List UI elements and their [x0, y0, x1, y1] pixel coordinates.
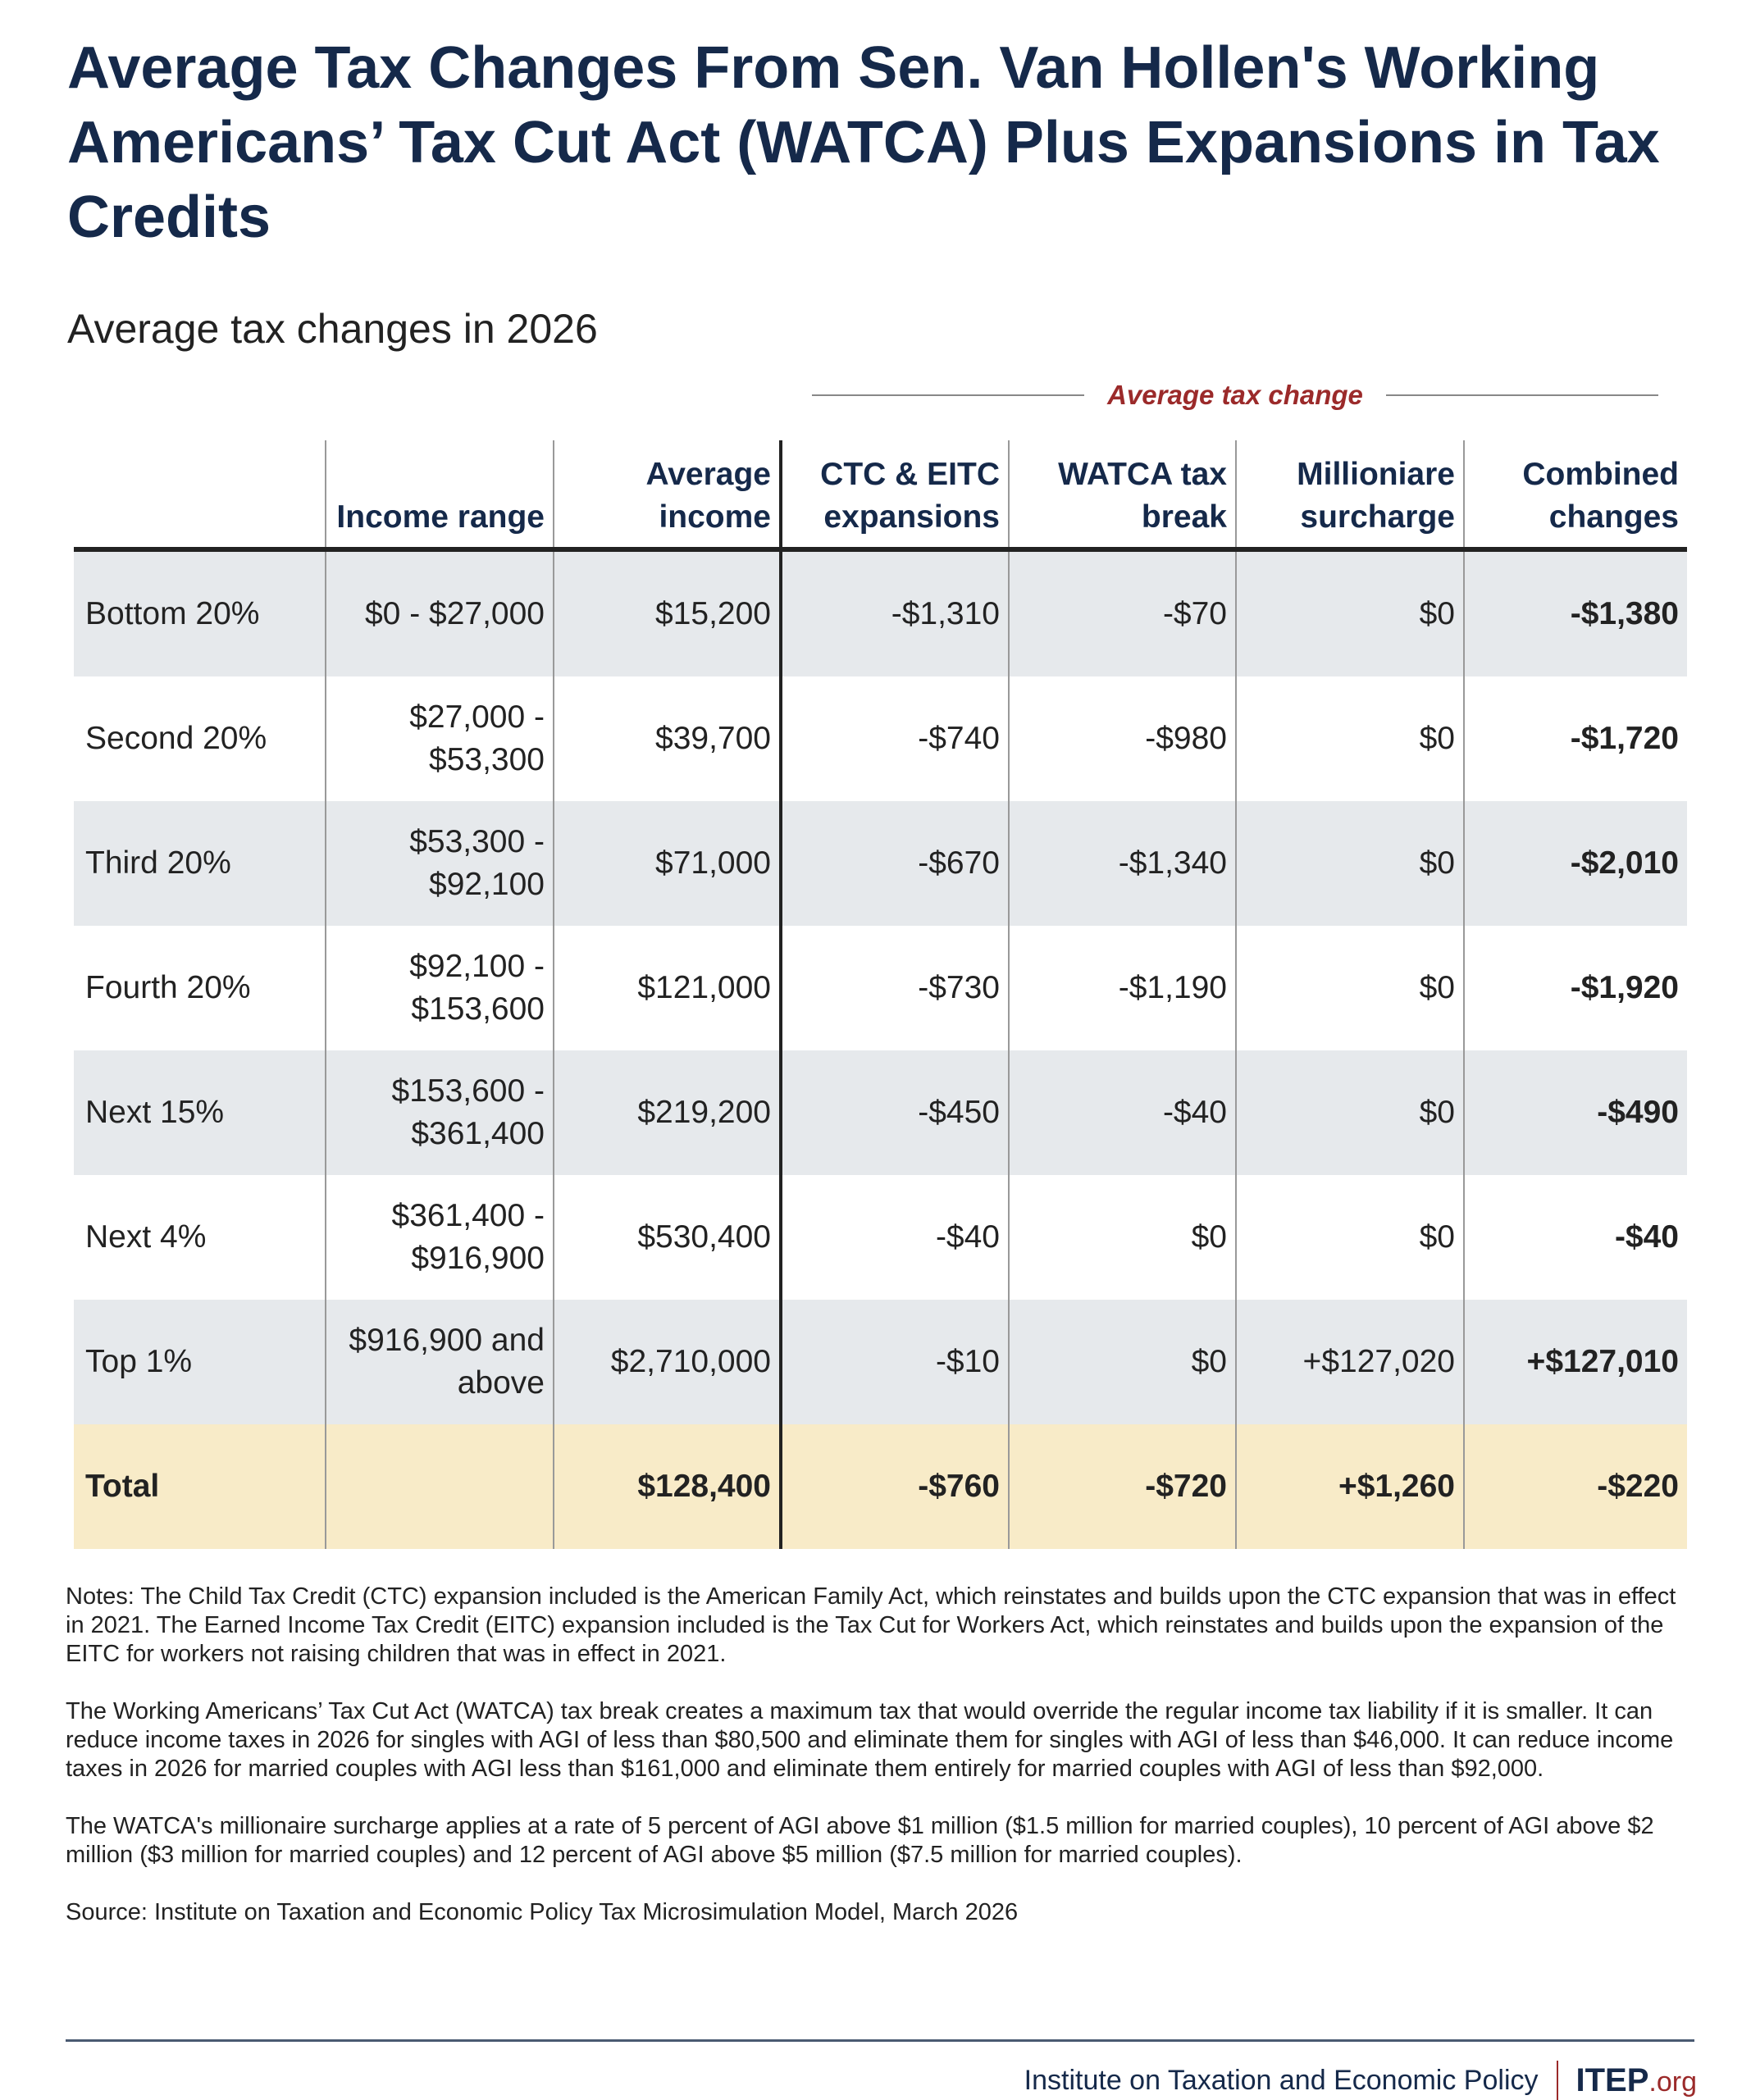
table-cell: +$127,010	[1463, 1300, 1687, 1424]
column-header: Combined changes	[1463, 440, 1687, 552]
table-cell: $2,710,000	[553, 1300, 781, 1424]
table-cell: -$10	[779, 1300, 1009, 1424]
table-cell: -$490	[1463, 1050, 1687, 1175]
table-cell: $0	[1235, 801, 1464, 926]
column-header: Millioniare surcharge	[1235, 440, 1464, 552]
notes: Notes: The Child Tax Credit (CTC) expans…	[66, 1583, 1698, 1956]
divider	[1385, 394, 1658, 396]
table-cell: $361,400 - $916,900	[325, 1175, 554, 1300]
table-cell: $0	[1008, 1175, 1236, 1300]
total-cell: -$720	[1008, 1424, 1236, 1549]
table-cell: -$2,010	[1463, 801, 1687, 926]
table-header-row: Income range Average income CTC & EITC exp…	[74, 440, 1687, 552]
table-cell: $27,000 - $53,300	[325, 676, 554, 801]
total-cell: +$1,260	[1235, 1424, 1464, 1549]
table-cell: $71,000	[553, 801, 781, 926]
table-cell: -$980	[1008, 676, 1236, 801]
group-label: Average tax change	[1107, 380, 1363, 410]
note-paragraph: Source: Institute on Taxation and Econom…	[66, 1899, 1019, 1925]
table-cell: $39,700	[553, 676, 781, 801]
total-cell	[325, 1424, 554, 1549]
table-cell: -$450	[779, 1050, 1009, 1175]
column-header	[74, 440, 326, 552]
tax-table: Income range Average income CTC & EITC exp…	[74, 440, 1687, 1549]
table-cell: -$730	[779, 926, 1009, 1050]
table-cell: -$70	[1008, 549, 1236, 676]
divider	[812, 394, 1085, 396]
footer: Institute on Taxation and Economic Polic…	[1024, 2061, 1697, 2100]
table-cell: Next 4%	[85, 1219, 207, 1255]
table-cell: -$1,340	[1008, 801, 1236, 926]
note-paragraph: The Working Americans’ Tax Cut Act (WATC…	[66, 1698, 1674, 1782]
table-row: Next 15% $153,600 - $361,400 $219,200 -$450…	[74, 1050, 1687, 1175]
table-row: Third 20% $53,300 - $92,100 $71,000 -$670 -$…	[74, 801, 1687, 926]
org-name: Institute on Taxation and Economic Polic…	[1024, 2064, 1539, 2096]
table-cell: -$40	[1463, 1175, 1687, 1300]
table-cell: $0	[1235, 1175, 1464, 1300]
total-cell: $128,400	[553, 1424, 781, 1549]
table-cell: -$1,920	[1463, 926, 1687, 1050]
table-cell: +$127,020	[1235, 1300, 1464, 1424]
table-cell: $0 - $27,000	[325, 549, 554, 676]
table-cell: Next 15%	[74, 1050, 326, 1175]
total-cell: -$760	[779, 1424, 1009, 1549]
table-cell: $0	[1008, 1300, 1236, 1424]
total-row: Total $128,400 -$760 -$720 +$1,260 -$220	[74, 1424, 1687, 1549]
table-cell: $15,200	[553, 549, 781, 676]
table-cell: $92,100 - $153,600	[325, 926, 554, 1050]
table-cell: $530,400	[553, 1175, 781, 1300]
table-cell: $916,900 and above	[325, 1300, 554, 1424]
note-paragraph: The WATCA's millionaire surcharge applie…	[66, 1813, 1654, 1868]
table-cell: -$40	[1008, 1050, 1236, 1175]
table-cell: Top 1%	[74, 1300, 326, 1424]
table-cell: -$1,310	[779, 549, 1009, 676]
table-cell: -$740	[779, 676, 1009, 801]
table-cell: $121,000	[553, 926, 781, 1050]
column-header: CTC & EITC expansions	[779, 440, 1009, 552]
table-cell: $0	[1235, 549, 1464, 676]
table-cell: -$1,190	[1008, 926, 1236, 1050]
table-row: Second 20% $27,000 - $53,300 $39,700 -$740-…	[74, 676, 1687, 801]
footer-divider	[66, 2039, 1694, 2042]
total-cell: -$220	[1463, 1424, 1687, 1549]
column-header: Income range	[325, 440, 554, 552]
table-cell: -$40	[779, 1175, 1009, 1300]
table-cell: $53,300 - $92,100	[325, 801, 554, 926]
table-cell: Bottom 20%	[74, 549, 326, 676]
table-cell: $0	[1235, 1050, 1464, 1175]
table-row: Top 1% $916,900 and above $2,710,000 -$10 $0…	[74, 1300, 1687, 1424]
table-cell: $0	[1235, 926, 1464, 1050]
table-row: Bottom 20% $0 - $27,000 $15,200 -$1,310 -$70…	[74, 549, 1687, 676]
table-row: Fourth 20% $92,100 - $153,600 $121,000 -$73…	[74, 926, 1687, 1050]
table-cell: -$1,380	[1463, 549, 1687, 676]
table-cell: Third 20%	[74, 801, 326, 926]
table-cell: $0	[1235, 676, 1464, 801]
page-title: Average Tax Changes From Sen. Van Hollen…	[67, 35, 1660, 250]
note-paragraph: Notes: The Child Tax Credit (CTC) expans…	[66, 1583, 1676, 1667]
table-cell: $219,200	[553, 1050, 781, 1175]
table-row: Next 4% $361,400 - $916,900 $530,400 -$40 $0…	[74, 1175, 1687, 1300]
column-header: WATCA tax break	[1008, 440, 1236, 552]
table-cell: $153,600 - $361,400	[325, 1050, 554, 1175]
table-cell: Second 20%	[85, 721, 267, 756]
subtitle: Average tax changes in 2026	[67, 306, 598, 352]
table-cell: Fourth 20%	[85, 970, 251, 1005]
column-group-header: Average tax change	[812, 379, 1658, 412]
itep-logo: ITEP.org	[1575, 2061, 1698, 2098]
divider	[1556, 2061, 1558, 2100]
column-header: Average income	[553, 440, 781, 552]
table-cell: -$1,720	[1463, 676, 1687, 801]
total-cell: Total	[74, 1424, 326, 1549]
table-cell: -$670	[779, 801, 1009, 926]
